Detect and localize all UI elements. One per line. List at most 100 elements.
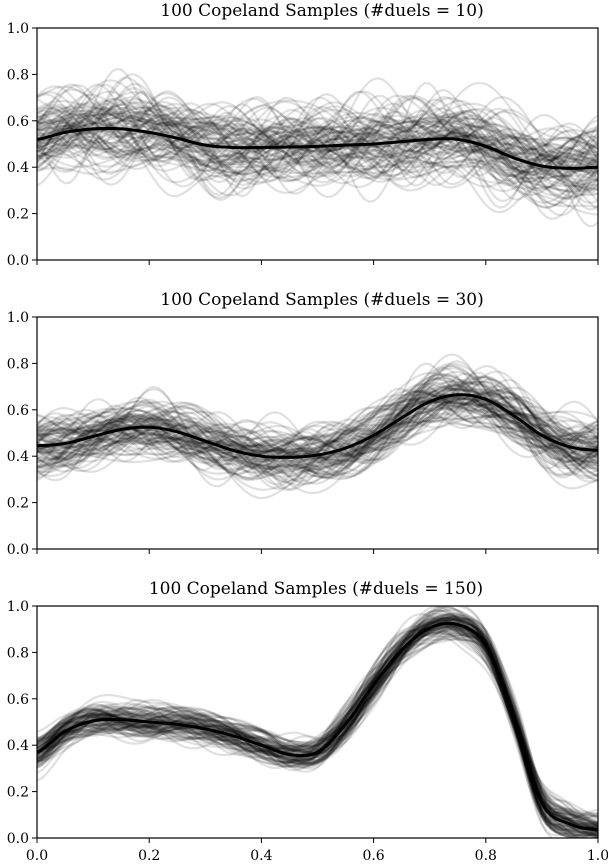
panel-1-sample-line [37, 67, 598, 178]
panel-2-y-tick-label: 1.0 [7, 310, 29, 326]
panel-1-sample-line [37, 112, 598, 200]
panel-1-y-tick-label: 0.8 [7, 67, 29, 83]
panel-1-sample-line [37, 110, 598, 174]
panel-1-sample-line [37, 123, 598, 206]
panel-2-sample-line [37, 388, 598, 480]
panel-2-sample-line [37, 370, 598, 447]
panel-3-sample-line [37, 629, 574, 838]
panel-3-x-tick-label: 1.0 [587, 848, 608, 864]
panel-1-sample-line [37, 109, 598, 170]
panel-3-sample-line [37, 622, 598, 825]
panel-2-sample-line [37, 397, 598, 470]
panel-2-sample-line [37, 353, 598, 460]
panel-3-sample-line [37, 624, 598, 838]
panel-2-y-tick-label: 0.4 [7, 449, 29, 465]
panel-1-sample-line [37, 116, 598, 188]
panel-1-y-tick-label: 0.0 [7, 253, 29, 269]
panel-2-sample-line [37, 398, 598, 482]
panel-1-sample-line [37, 117, 598, 198]
panel-2-sample-line [37, 411, 598, 495]
panel-2-sample-line [37, 364, 598, 468]
panel-1-sample-line [37, 131, 598, 193]
panel-3-y-tick-label: 0.6 [7, 692, 29, 708]
panel-2-y-tick-label: 0.0 [7, 542, 29, 558]
panel-1-sample-line [37, 104, 598, 173]
panel-1-sample-line [37, 83, 598, 175]
panel-1-sample-line [37, 119, 598, 209]
panel-1-sample-line [37, 90, 598, 181]
panel-2-sample-line [37, 370, 598, 453]
panel-3-sample-line [37, 618, 598, 826]
panel-2-sample-line [37, 375, 598, 463]
panel-1-sample-line [37, 118, 598, 202]
panel-2-sample-line [37, 399, 598, 476]
panel-3-y-tick-label: 0.4 [7, 738, 29, 754]
panel-1-sample-line [37, 116, 598, 185]
panel-1-sample-line [37, 111, 598, 196]
panel-2-sample-line [37, 377, 598, 453]
panel-1-samples [37, 67, 598, 228]
panel-3-sample-line [37, 626, 598, 834]
panel-3-sample-line [37, 617, 598, 832]
panel-2-sample-line [37, 384, 598, 459]
panel-2-sample-line [37, 391, 598, 476]
panel-2-sample-line [37, 400, 598, 474]
panel-1-sample-line [37, 76, 598, 194]
panel-3-sample-line [37, 622, 598, 838]
panel-2-sample-line [37, 373, 598, 457]
panel-1-sample-line [37, 141, 598, 197]
panel-2-sample-line [37, 394, 598, 471]
panel-1-sample-line [37, 139, 598, 183]
panel-3-sample-line [37, 614, 598, 837]
panel-3-title: 100 Copeland Samples (#duels = 150) [149, 579, 483, 599]
panel-3-sample-line [37, 613, 598, 819]
panel-3-sample-line [37, 615, 598, 838]
panel-1-sample-line [37, 125, 598, 217]
panel-3-sample-line [37, 631, 581, 838]
panel-1-sample-line [37, 115, 598, 177]
panel-3-sample-line [37, 635, 598, 838]
panel-1-sample-line [37, 106, 598, 162]
panel-1-y-tick-label: 1.0 [7, 21, 29, 37]
panel-1-mean-line [37, 126, 598, 170]
panel-1-sample-line [37, 107, 598, 189]
panel-2-sample-line [37, 397, 598, 478]
panel-1-sample-line [37, 82, 598, 171]
panel-1-sample-line [37, 102, 598, 184]
panel-2-mean-line [37, 393, 598, 459]
panel-1-sample-line [37, 105, 598, 158]
panel-3-sample-line [37, 616, 598, 824]
panel-3-axes-frame [36, 605, 599, 839]
panel-1-sample-line [37, 91, 598, 155]
panel-3-sample-line [37, 615, 598, 821]
panel-3-sample-line [37, 606, 598, 822]
panel-1-sample-line [37, 77, 598, 173]
panel-1-sample-line [37, 113, 598, 187]
panel-2-sample-line [37, 407, 598, 469]
panel-3-sample-line [37, 622, 598, 831]
panel-3-plot: 0.0 0.2 0.4 0.6 0.8 1.0 0.0 0.2 0.4 0.6 0.8 1.0 [7, 599, 608, 864]
panel-2-sample-line [37, 386, 598, 464]
panel-3-sample-line [37, 606, 598, 819]
panel-1-sample-line [37, 84, 598, 176]
panel-3-x-tick-label: 0.8 [475, 848, 497, 864]
panel-1-sample-line [37, 97, 598, 211]
panel-3-sample-line [37, 620, 598, 824]
panel-1-sample-line [37, 122, 598, 204]
panel-3-sample-line [37, 616, 598, 831]
panel-1-sample-line [37, 101, 598, 174]
panel-2-axes-frame [36, 316, 599, 550]
panel-3-x-tick-label: 0.0 [26, 848, 48, 864]
panel-3-sample-line [37, 609, 598, 821]
panel-2-sample-line [37, 393, 598, 483]
panel-1-sample-line [37, 128, 598, 197]
panel-3-sample-line [37, 625, 598, 835]
panel-2-sample-line [37, 373, 598, 451]
panel-2-sample-line [37, 392, 598, 481]
panel-2-sample-line [37, 362, 598, 455]
panel-2-sample-line [37, 384, 598, 458]
panel-1-sample-line [37, 131, 598, 216]
panel-2-sample-line [37, 388, 598, 480]
panel-2-sample-line [37, 398, 598, 478]
panel-1-sample-line [37, 114, 598, 165]
